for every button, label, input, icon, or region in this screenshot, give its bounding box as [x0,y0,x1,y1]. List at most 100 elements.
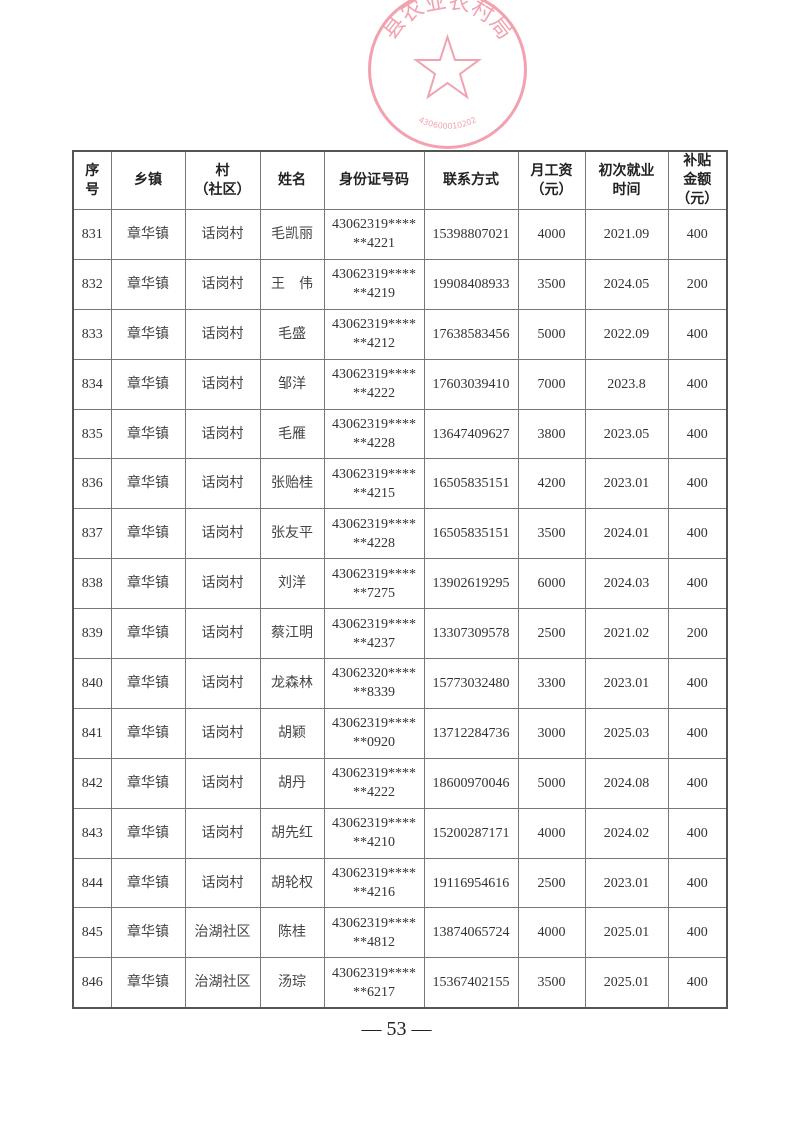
cell-col-village: 话岗村 [184,308,261,360]
cell-col-seq: 838 [72,558,112,610]
cell-col-subsidy: 400 [667,358,728,410]
cell-col-seq: 844 [72,857,112,909]
cell-col-monthly-wage: 2500 [517,608,586,660]
cell-col-first-employment: 2024.02 [584,807,669,859]
cell-col-seq: 842 [72,757,112,809]
header-col-village: 村 （社区） [184,150,261,210]
cell-col-name: 蔡江明 [259,608,325,660]
cell-col-id-number: 43062319**** **4222 [323,358,425,410]
cell-col-village: 话岗村 [184,458,261,510]
cell-col-contact: 16505835151 [423,508,519,560]
cell-col-subsidy: 400 [667,508,728,560]
cell-col-town: 章华镇 [110,308,186,360]
cell-col-contact: 13902619295 [423,558,519,610]
cell-col-village: 话岗村 [184,608,261,660]
cell-col-seq: 843 [72,807,112,859]
table-row: 837 章华镇 话岗村 张友平 43062319**** **4228 165058351… [72,508,728,560]
cell-col-town: 章华镇 [110,907,186,959]
cell-col-subsidy: 400 [667,658,728,709]
cell-col-town: 章华镇 [110,258,186,310]
cell-col-id-number: 43062319**** **4237 [323,608,425,660]
cell-col-contact: 19908408933 [423,258,519,310]
cell-col-town: 章华镇 [110,358,186,410]
cell-col-first-employment: 2023.01 [584,458,669,510]
cell-col-subsidy: 400 [667,209,728,260]
cell-col-name: 龙森林 [259,658,325,709]
cell-col-town: 章华镇 [110,957,186,1009]
cell-col-monthly-wage: 2500 [517,857,586,909]
header-col-first-employment: 初次就业 时间 [584,150,669,210]
header-col-seq: 序 号 [72,150,112,210]
cell-col-village: 治湖社区 [184,957,261,1009]
header-col-town: 乡镇 [110,150,186,210]
cell-col-contact: 13712284736 [423,707,519,759]
cell-col-seq: 836 [72,458,112,510]
cell-col-village: 话岗村 [184,358,261,410]
cell-col-subsidy: 400 [667,807,728,859]
cell-col-subsidy: 400 [667,757,728,809]
cell-col-seq: 846 [72,957,112,1009]
cell-col-name: 毛凯丽 [259,209,325,260]
cell-col-seq: 833 [72,308,112,360]
cell-col-id-number: 43062319**** **4212 [323,308,425,360]
table-row: 844 章华镇 话岗村 胡轮权 43062319**** **4216 191169546… [72,857,728,909]
header-col-id-number: 身份证号码 [323,150,425,210]
cell-col-seq: 845 [72,907,112,959]
table-row: 842 章华镇 话岗村 胡丹 43062319**** **4222 1860097004… [72,757,728,809]
cell-col-first-employment: 2022.09 [584,308,669,360]
cell-col-id-number: 43062319**** **4221 [323,209,425,260]
cell-col-name: 王 伟 [259,258,325,310]
cell-col-town: 章华镇 [110,857,186,909]
cell-col-seq: 831 [72,209,112,260]
cell-col-name: 刘洋 [259,558,325,610]
cell-col-name: 胡颖 [259,707,325,759]
cell-col-monthly-wage: 4000 [517,807,586,859]
header-col-name: 姓名 [259,150,325,210]
cell-col-monthly-wage: 3300 [517,658,586,709]
cell-col-id-number: 43062319**** **4222 [323,757,425,809]
cell-col-subsidy: 400 [667,308,728,360]
official-seal: 县农业农村局 430600010202 [368,0,527,149]
page-number: — 53 — [361,1018,432,1040]
cell-col-town: 章华镇 [110,707,186,759]
cell-col-subsidy: 400 [667,408,728,460]
cell-col-monthly-wage: 4000 [517,209,586,260]
table-row: 843 章华镇 话岗村 胡先红 43062319**** **4210 152002871… [72,807,728,859]
cell-col-id-number: 43062319**** **4216 [323,857,425,909]
cell-col-subsidy: 200 [667,258,728,310]
cell-col-village: 话岗村 [184,508,261,560]
cell-col-name: 毛盛 [259,308,325,360]
cell-col-name: 胡轮权 [259,857,325,909]
table-row: 845 章华镇 治湖社区 陈桂 43062319**** **4812 138740657… [72,907,728,959]
table-row: 838 章华镇 话岗村 刘洋 43062319**** **7275 1390261929… [72,558,728,610]
cell-col-village: 话岗村 [184,258,261,310]
cell-col-first-employment: 2024.01 [584,508,669,560]
cell-col-id-number: 43062319**** **0920 [323,707,425,759]
cell-col-id-number: 43062319**** **6217 [323,957,425,1009]
table-row: 840 章华镇 话岗村 龙森林 43062320**** **8339 157730324… [72,658,728,709]
cell-col-first-employment: 2023.01 [584,658,669,709]
cell-col-first-employment: 2021.02 [584,608,669,660]
cell-col-village: 话岗村 [184,857,261,909]
cell-col-village: 话岗村 [184,658,261,709]
cell-col-first-employment: 2025.01 [584,907,669,959]
cell-col-contact: 15200287171 [423,807,519,859]
cell-col-contact: 13307309578 [423,608,519,660]
table-row: 831 章华镇 话岗村 毛凯丽 43062319**** **4221 153988070… [72,209,728,260]
cell-col-monthly-wage: 4000 [517,907,586,959]
table-row: 836 章华镇 话岗村 张贻桂 43062319**** **4215 165058351… [72,458,728,510]
star-icon [412,33,483,100]
seal-ring [368,0,527,149]
cell-col-town: 章华镇 [110,658,186,709]
cell-col-monthly-wage: 3000 [517,707,586,759]
table-row: 832 章华镇 话岗村王 伟 43062319**** **4219 199084089… [72,258,728,310]
cell-col-first-employment: 2025.01 [584,957,669,1009]
table-row: 834 章华镇 话岗村 邹洋 43062319**** **4222 1760303941… [72,358,728,410]
table-row: 841 章华镇 话岗村 胡颖 43062319**** **0920 1371228473… [72,707,728,759]
cell-col-town: 章华镇 [110,807,186,859]
cell-col-seq: 835 [72,408,112,460]
cell-col-seq: 837 [72,508,112,560]
table-row: 833 章华镇 话岗村 毛盛 43062319**** **4212 1763858345… [72,308,728,360]
cell-col-id-number: 43062319**** **4228 [323,408,425,460]
cell-col-monthly-wage: 3800 [517,408,586,460]
